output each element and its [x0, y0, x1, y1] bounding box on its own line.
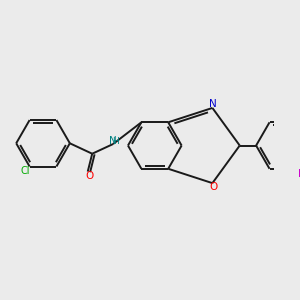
Text: Cl: Cl [20, 166, 30, 176]
Text: I: I [298, 169, 300, 179]
Text: N: N [209, 99, 217, 109]
Text: N: N [109, 136, 117, 146]
Text: H: H [112, 136, 119, 146]
Text: O: O [209, 182, 217, 192]
Text: O: O [86, 171, 94, 181]
